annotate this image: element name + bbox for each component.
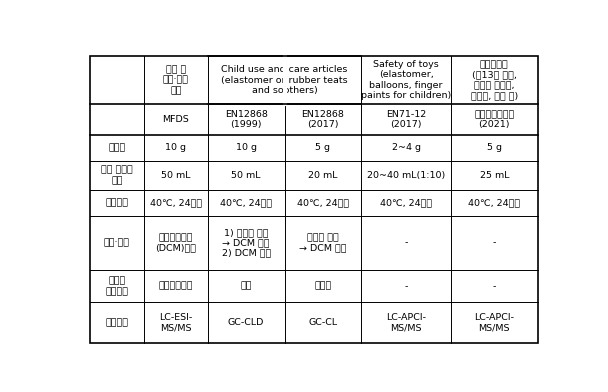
Text: 분석장비: 분석장비 [106, 318, 128, 327]
Text: 50 mL: 50 mL [161, 171, 190, 180]
Text: LC-ESI-
MS/MS: LC-ESI- MS/MS [159, 313, 193, 332]
Text: EN12868
(2017): EN12868 (2017) [302, 110, 344, 129]
Text: 5 g: 5 g [316, 143, 330, 152]
Text: -: - [404, 282, 408, 291]
Text: 50 mL: 50 mL [232, 171, 261, 180]
Text: GC-CLD: GC-CLD [228, 318, 264, 327]
Text: 어린이제품
(만13세 이하,
노리개 젖꼭지,
탄성체, 풍선 등): 어린이제품 (만13세 이하, 노리개 젖꼭지, 탄성체, 풍선 등) [471, 60, 518, 100]
Text: 헥산: 헥산 [240, 282, 252, 291]
Text: 40℃, 24시간: 40℃, 24시간 [150, 198, 202, 207]
Text: 25 mL: 25 mL [480, 171, 509, 180]
Text: 20~40 mL(1:10): 20~40 mL(1:10) [367, 171, 445, 180]
Text: 20 mL: 20 mL [308, 171, 337, 180]
Text: 에탄올: 에탄올 [314, 282, 331, 291]
Text: 40℃, 24시간: 40℃, 24시간 [297, 198, 349, 207]
Text: 1) 규조토 컬럼
→ DCM 추출
2) DCM 추출: 1) 규조토 컬럼 → DCM 추출 2) DCM 추출 [221, 228, 271, 258]
Text: -: - [492, 238, 496, 247]
Text: EN71-12
(2017): EN71-12 (2017) [386, 110, 426, 129]
Text: 10 g: 10 g [165, 143, 186, 152]
Text: Child use and care articles
(elastomer or rubber teats
and soothers): Child use and care articles (elastomer o… [221, 65, 348, 95]
Text: Safety of toys
(elastomer,
balloons, finger
paints for children): Safety of toys (elastomer, balloons, fin… [361, 60, 451, 100]
Text: GC-CL: GC-CL [308, 318, 337, 327]
Text: 검체량: 검체량 [108, 143, 126, 152]
Text: 용출조건: 용출조건 [106, 198, 128, 207]
Text: 정제·추출: 정제·추출 [104, 238, 130, 247]
Text: -: - [492, 282, 496, 291]
Text: MFDS: MFDS [162, 115, 189, 124]
Text: LC-APCI-
MS/MS: LC-APCI- MS/MS [386, 313, 426, 332]
Text: 5 g: 5 g [487, 143, 502, 152]
Text: 2~4 g: 2~4 g [392, 143, 421, 152]
Text: 기구 및
용기·포장
공전: 기구 및 용기·포장 공전 [163, 65, 189, 95]
Text: 디클로로메탄
(DCM)추출: 디클로로메탄 (DCM)추출 [155, 233, 196, 252]
Text: 산업통상자원부
(2021): 산업통상자원부 (2021) [474, 110, 514, 129]
Text: 40℃, 24시간: 40℃, 24시간 [220, 198, 272, 207]
Text: LC-APCI-
MS/MS: LC-APCI- MS/MS [474, 313, 514, 332]
Text: 10 g: 10 g [236, 143, 257, 152]
Text: 최종 용출액
부피: 최종 용출액 부피 [101, 166, 133, 185]
Text: -: - [404, 238, 408, 247]
Text: 아세토니트릴: 아세토니트릴 [159, 282, 193, 291]
Text: 규조토 컬럼
→ DCM 추출: 규조토 컬럼 → DCM 추출 [299, 233, 347, 252]
Text: EN12868
(1999): EN12868 (1999) [225, 110, 268, 129]
Text: 농축시
참가용매: 농축시 참가용매 [106, 276, 128, 296]
Text: 40℃, 24시간: 40℃, 24시간 [468, 198, 520, 207]
Text: 40℃, 24시간: 40℃, 24시간 [380, 198, 432, 207]
